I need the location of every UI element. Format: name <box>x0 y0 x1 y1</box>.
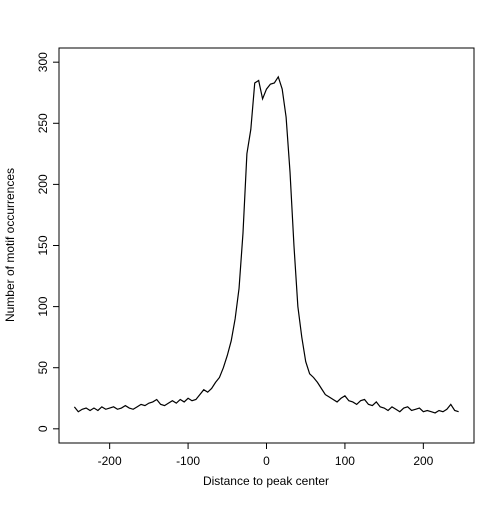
y-axis-label: Number of motif occurrences <box>3 168 17 322</box>
y-tick-label: 200 <box>36 174 50 194</box>
data-line <box>73 75 459 414</box>
plot-box <box>58 47 475 444</box>
y-tick-label: 150 <box>36 235 50 255</box>
x-tick-label: 0 <box>263 454 270 468</box>
x-axis-label: Distance to peak center <box>203 474 329 488</box>
x-tick-label: 200 <box>413 454 433 468</box>
x-tick-label: -200 <box>98 454 122 468</box>
y-tick-label: 250 <box>36 113 50 133</box>
y-tick-label: 100 <box>36 296 50 316</box>
y-tick-label: 300 <box>36 52 50 72</box>
y-tick-label: 0 <box>36 425 50 432</box>
y-tick-label: 50 <box>36 361 50 375</box>
x-tick-label: -100 <box>176 454 200 468</box>
x-tick-label: 100 <box>335 454 355 468</box>
